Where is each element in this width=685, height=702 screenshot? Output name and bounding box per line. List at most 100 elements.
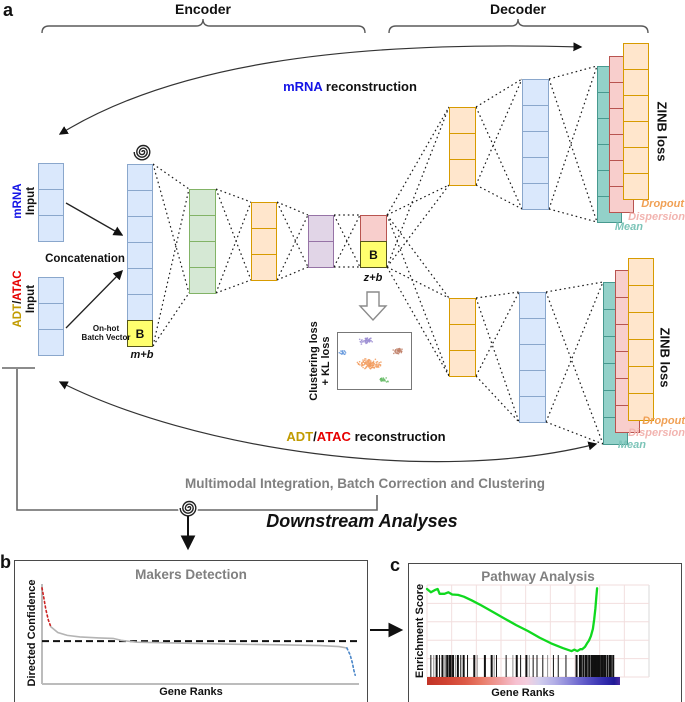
encoder-hidden-1-cell	[189, 267, 216, 294]
mrna-reconstruction-arrow	[58, 42, 583, 135]
concatenation-label: Concatenation	[45, 253, 125, 265]
clustering-loss-label: Clustering loss + KL loss	[308, 315, 332, 407]
output-top-dropout-cell	[623, 95, 649, 122]
output-bottom-dropout-cell	[628, 312, 654, 340]
panel-b-title: Makers Detection	[135, 567, 247, 582]
adt-atac-input-label: ADT/ATAC Input	[12, 259, 38, 339]
slash-text: /	[12, 300, 24, 304]
pathway-chart	[425, 584, 650, 678]
output-top-dropout-cell	[623, 121, 649, 148]
clust-line2: + KL loss	[320, 336, 332, 386]
concatenation-layer-cell	[127, 190, 153, 217]
mrna-input-cell	[38, 189, 64, 216]
output-bottom-dropout-cell	[628, 393, 654, 421]
panel-b-xlabel: Gene Ranks	[159, 686, 223, 698]
adt-recon-rest: reconstruction	[350, 429, 446, 444]
concatenation-layer-cell	[127, 242, 153, 269]
mrna-recon-rest: reconstruction	[322, 79, 417, 94]
output-bottom-dropout-cell	[628, 366, 654, 394]
output-bottom-dropout-cell	[628, 258, 654, 286]
panel-c-title: Pathway Analysis	[481, 569, 595, 584]
mb-label: m+b	[130, 349, 154, 361]
encoder-hidden-3-cell	[308, 241, 334, 268]
decoder-bottom-hidden-2-cell	[519, 344, 546, 371]
output-top-dropout-cell	[623, 69, 649, 96]
mrna-input-line1: mRNA	[12, 161, 25, 241]
decoder-bottom-hidden-2-cell	[519, 318, 546, 345]
zinb-loss-bottom-label: ZINB loss	[657, 327, 673, 388]
output-bottom-dropout-cell	[628, 339, 654, 367]
spiral-icon-encoder	[133, 144, 151, 161]
concatenation-layer-cell	[127, 164, 153, 191]
adt-concat-arrow	[65, 269, 124, 329]
mrna-concat-arrow	[65, 202, 124, 236]
multimodal-integration-label: Multimodal Integration, Batch Correction…	[184, 476, 546, 491]
panel-c-xlabel: Gene Ranks	[491, 687, 555, 699]
gene-rank-gradient-bar	[427, 677, 620, 685]
encoder-hidden-3-cell	[308, 215, 334, 242]
decoder-bottom-hidden-1-cell	[449, 298, 476, 325]
concatenation-layer-cell: B	[127, 320, 153, 347]
adt-text: ADT	[12, 303, 24, 328]
onehot-line1: On-hot	[92, 324, 120, 333]
adt-reconstruction-arrow	[58, 381, 598, 463]
decoder-top-hidden-2-cell	[522, 157, 549, 184]
panel-c-label: c	[390, 555, 401, 575]
latent-cluster-inset	[337, 332, 412, 390]
zb-label: z+b	[363, 272, 383, 284]
encoder-hidden-2-cell	[251, 228, 277, 255]
encoder-hidden-1-cell	[189, 189, 216, 216]
concatenation-layer-cell	[127, 294, 153, 321]
markers-chart	[41, 584, 360, 685]
dispersion-bottom-label: Dispersion	[628, 427, 685, 439]
concatenation-layer-cell	[127, 216, 153, 243]
decoder-top-hidden-2-cell	[522, 131, 549, 158]
decoder-top-hidden-1-cell	[449, 159, 476, 186]
decoder-brace	[388, 18, 649, 34]
adt-atac-input-cell	[38, 329, 64, 356]
encoder-hidden-1-cell	[189, 241, 216, 268]
encoder-hidden-1-cell	[189, 215, 216, 242]
latent-cluster-dots	[338, 337, 403, 383]
latent-z-cell: B	[360, 241, 387, 268]
zinb-loss-top-label: ZINB loss	[654, 101, 670, 162]
adt-reconstruction-label: ADT/ATAC reconstruction	[246, 429, 486, 444]
panel-b-box	[14, 560, 368, 702]
dropout-top-label: Dropout	[641, 198, 684, 210]
decoder-top-hidden-2-cell	[522, 105, 549, 132]
adt-atac-input-cell	[38, 277, 64, 304]
mean-top-label: Mean	[614, 221, 643, 233]
panel-b-ylabel: Directed Confidence	[26, 579, 38, 687]
dropout-bottom-label: Dropout	[642, 415, 685, 427]
atac-text: ATAC	[12, 270, 24, 301]
encoder-label: Encoder	[174, 1, 231, 17]
decoder-bottom-hidden-1-cell	[449, 324, 476, 351]
decoder-top-hidden-1-cell	[449, 133, 476, 160]
mrna-text: mRNA	[283, 79, 323, 94]
decoder-bottom-hidden-2-cell	[519, 396, 546, 423]
adt-input-line2: Input	[25, 284, 37, 314]
mrna-input-line2: Input	[25, 186, 37, 216]
onehot-batch-vector-label: On-hot Batch Vector	[76, 324, 136, 342]
mrna-input-cell	[38, 215, 64, 242]
downstream-analyses-label: Downstream Analyses	[266, 511, 458, 531]
output-top-dropout-cell	[623, 173, 649, 200]
encoder-brace	[41, 18, 366, 34]
panel-b-label: b	[0, 552, 11, 572]
latent-z-cell	[360, 215, 387, 242]
output-top-dropout-cell	[623, 147, 649, 174]
panel-c-ylabel: Enrichment Score	[414, 583, 426, 679]
encoder-hidden-2-cell	[251, 202, 277, 229]
atac-text: ATAC	[316, 429, 351, 444]
output-bottom-dropout-cell	[628, 285, 654, 313]
latent-to-clustering-block-arrow	[358, 291, 388, 322]
decoder-bottom-hidden-1-cell	[449, 350, 476, 377]
dispersion-top-label: Dispersion	[628, 211, 685, 223]
decoder-top-hidden-1-cell	[449, 107, 476, 134]
mean-bottom-label: Mean	[617, 439, 646, 451]
onehot-line2: Batch Vector	[81, 333, 131, 342]
concatenation-layer-cell	[127, 268, 153, 295]
encoder-hidden-2-cell	[251, 254, 277, 281]
